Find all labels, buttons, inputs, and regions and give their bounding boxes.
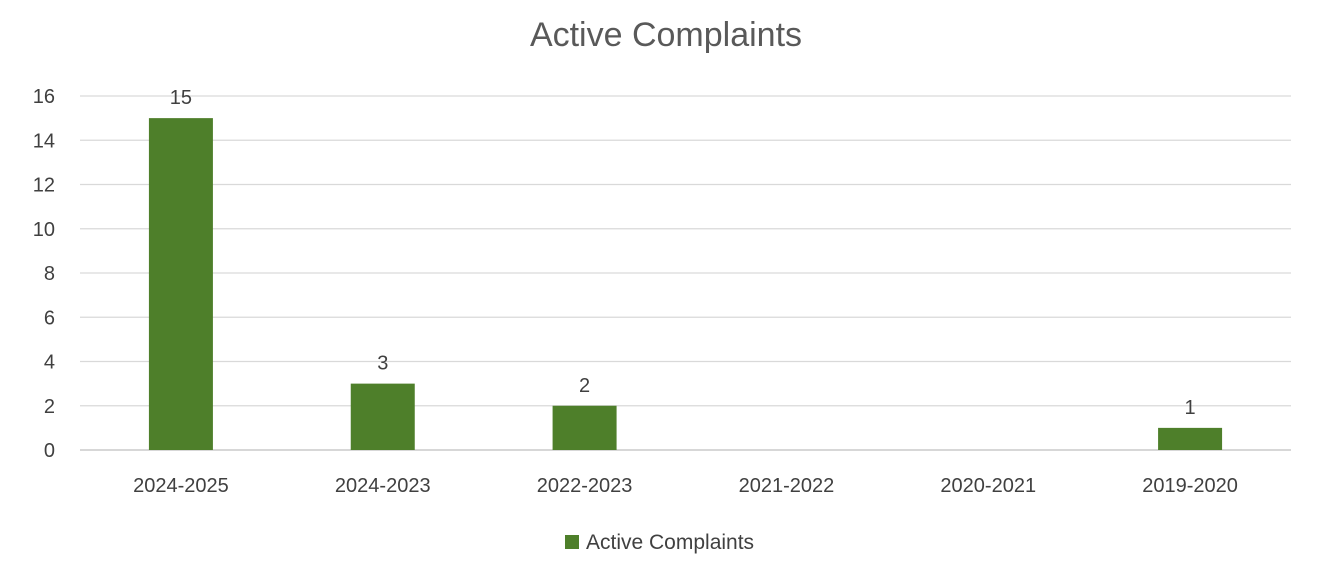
- data-label: 2: [579, 375, 590, 397]
- chart-title: Active Complaints: [530, 16, 802, 54]
- x-axis-ticks: 2024-2025 2024-2023 2022-2023 2021-2022 2020…: [133, 475, 1238, 497]
- y-tick-label: 12: [33, 175, 55, 197]
- x-tick-label: 2019-2020: [1142, 475, 1238, 497]
- x-tick-label: 2021-2022: [739, 475, 835, 497]
- y-tick-label: 6: [44, 307, 55, 329]
- legend: Active Complaints: [565, 531, 754, 554]
- x-tick-label: 2022-2023: [537, 475, 633, 497]
- y-tick-label: 10: [33, 219, 55, 241]
- y-tick-label: 2: [44, 396, 55, 418]
- x-tick-label: 2020-2021: [940, 475, 1036, 497]
- x-tick-label: 2024-2023: [335, 475, 431, 497]
- bar: [552, 405, 617, 450]
- data-labels: 15 3 2 1: [170, 87, 1196, 419]
- x-tick-label: 2024-2025: [133, 475, 229, 497]
- bar: [148, 118, 213, 450]
- gridlines: [80, 95, 1291, 451]
- y-tick-label: 8: [44, 263, 55, 285]
- bar: [1158, 427, 1223, 450]
- y-tick-label: 0: [44, 440, 55, 462]
- data-label: 1: [1185, 397, 1196, 419]
- y-tick-label: 14: [33, 130, 55, 152]
- legend-label: Active Complaints: [586, 531, 754, 554]
- bars: [148, 118, 1223, 450]
- y-tick-label: 4: [44, 352, 55, 374]
- data-label: 3: [377, 353, 388, 375]
- y-tick-label: 16: [33, 86, 55, 108]
- y-axis-ticks: 0 2 4 6 8 10 12 14 16: [33, 86, 55, 462]
- bar: [350, 383, 415, 450]
- legend-swatch: [565, 535, 579, 549]
- data-label: 15: [170, 87, 192, 109]
